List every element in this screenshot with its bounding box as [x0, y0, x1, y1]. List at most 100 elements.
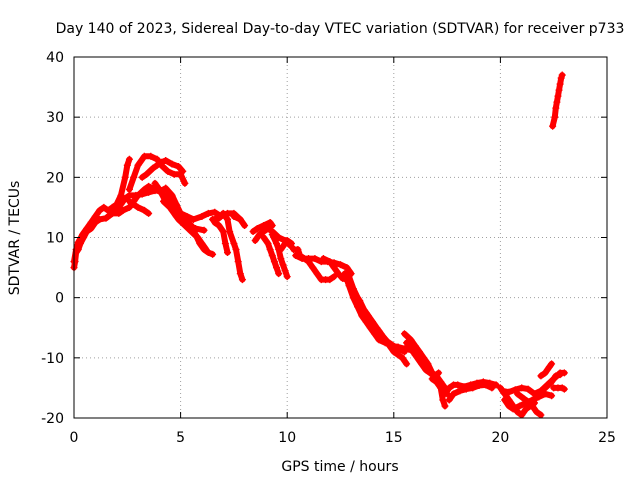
data-point	[432, 378, 440, 386]
data-point	[100, 203, 108, 211]
data-point	[117, 200, 125, 208]
data-point	[388, 341, 396, 349]
y-tick-label: -20	[41, 411, 64, 427]
data-point	[121, 194, 129, 202]
data-point	[140, 206, 148, 214]
data-point	[236, 215, 244, 223]
data-point	[275, 270, 283, 278]
data-point	[194, 234, 202, 241]
data-point	[420, 354, 428, 362]
data-point	[356, 297, 364, 305]
data-point	[518, 384, 526, 392]
data-point	[266, 246, 274, 254]
data-point	[311, 255, 319, 263]
data-point	[238, 276, 246, 284]
data-point	[364, 312, 372, 320]
data-point	[219, 209, 227, 217]
data-point	[268, 230, 276, 238]
data-point	[548, 392, 556, 400]
data-point	[91, 212, 99, 220]
data-point	[411, 342, 419, 350]
data-point	[330, 273, 338, 281]
y-tick-label: 10	[46, 231, 64, 247]
data-point	[520, 395, 528, 403]
x-tick-label: 10	[278, 430, 296, 446]
data-point	[134, 203, 142, 211]
y-tick-label: 30	[46, 110, 64, 126]
data-point	[202, 246, 210, 254]
data-point	[456, 387, 464, 395]
x-axis-label: GPS time / hours	[281, 459, 398, 475]
data-point	[407, 345, 415, 353]
data-point	[211, 208, 219, 216]
data-point	[125, 203, 133, 211]
data-point	[558, 71, 566, 79]
data-point	[396, 345, 404, 353]
data-point	[492, 381, 500, 389]
data-point	[475, 382, 483, 390]
data-point	[501, 396, 509, 404]
data-point	[298, 255, 306, 263]
data-points	[70, 71, 568, 419]
data-point	[104, 212, 112, 220]
data-point	[113, 206, 121, 214]
y-tick-label: 0	[55, 291, 64, 307]
axis-ticks: 0 5 10 15 20 25 -20 -10 0 10 20 30 40	[41, 50, 616, 446]
data-point	[398, 354, 406, 362]
data-point	[157, 158, 165, 166]
data-point	[221, 240, 229, 248]
data-point	[535, 390, 543, 398]
data-point	[549, 122, 557, 130]
data-point	[469, 384, 477, 392]
data-point	[305, 255, 313, 263]
data-point	[326, 276, 334, 284]
data-point	[375, 327, 383, 335]
data-point	[441, 402, 449, 410]
data-point	[117, 191, 125, 199]
data-point	[277, 255, 285, 263]
data-point	[134, 161, 142, 169]
data-track-9	[230, 213, 248, 229]
data-point	[153, 161, 161, 169]
data-point	[556, 80, 564, 88]
data-point	[488, 384, 496, 392]
data-point	[445, 396, 453, 404]
data-point	[140, 152, 148, 160]
x-tick-label: 5	[176, 430, 185, 446]
y-axis-label: SDTVAR / TECUs	[7, 181, 23, 296]
data-point	[375, 336, 383, 344]
data-point	[181, 179, 189, 187]
data-point	[251, 237, 259, 245]
data-point	[343, 264, 351, 272]
data-point	[87, 218, 95, 226]
data-point	[145, 182, 153, 190]
data-point	[198, 212, 206, 220]
data-point	[345, 273, 353, 281]
data-point	[74, 238, 82, 246]
data-point	[509, 405, 517, 413]
data-point	[522, 405, 530, 413]
data-point	[518, 411, 526, 419]
data-point	[524, 385, 532, 393]
data-point	[200, 226, 208, 234]
y-tick-label: 20	[46, 170, 64, 186]
data-point	[326, 258, 334, 266]
data-point	[462, 385, 470, 393]
data-point	[172, 200, 180, 208]
x-tick-label: 15	[385, 430, 403, 446]
data-point	[270, 258, 278, 266]
data-point	[155, 185, 163, 193]
data-point	[151, 179, 159, 187]
data-point	[138, 190, 146, 198]
data-point	[481, 381, 489, 389]
data-point	[424, 360, 432, 368]
data-point	[445, 384, 453, 392]
data-point	[505, 402, 513, 410]
data-point	[555, 86, 563, 94]
data-point	[400, 330, 408, 338]
data-point	[121, 173, 129, 181]
data-point	[279, 261, 287, 269]
data-point	[132, 191, 140, 199]
data-point	[249, 227, 257, 235]
x-tick-label: 25	[598, 430, 616, 446]
